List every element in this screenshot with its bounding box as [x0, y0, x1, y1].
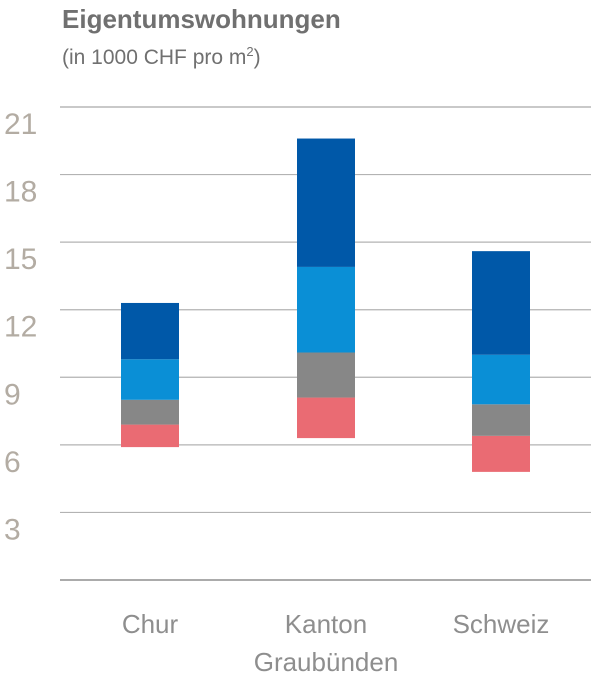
bar-segment: [472, 404, 530, 436]
bar-segment: [472, 354, 530, 405]
y-tick-label: 9: [4, 378, 21, 411]
bar-segment: [297, 352, 355, 398]
bar-segment: [121, 424, 179, 448]
y-tick-label: 21: [4, 108, 37, 141]
chart-subtitle: (in 1000 CHF pro m2): [62, 44, 261, 70]
bar-segment: [297, 266, 355, 353]
y-tick-label: 12: [4, 311, 37, 344]
y-tick-label: 18: [4, 176, 37, 209]
y-tick-label: 6: [4, 446, 21, 479]
bar-segment: [472, 251, 530, 355]
bar-segment: [297, 138, 355, 267]
bar-segment: [121, 359, 179, 400]
subtitle-superscript: 2: [246, 44, 254, 59]
x-category-label: Kanton: [285, 609, 367, 639]
subtitle-close: ): [253, 46, 261, 69]
x-category-label: Graubünden: [254, 647, 399, 677]
bar-segment: [121, 399, 179, 425]
subtitle-text: (in 1000 CHF pro m: [62, 46, 247, 69]
y-tick-label: 15: [4, 243, 37, 276]
x-category-label: Chur: [122, 609, 179, 639]
bar-segment: [472, 435, 530, 472]
x-category-label: Schweiz: [453, 609, 550, 639]
bar-segment: [297, 397, 355, 439]
bar-segment: [121, 302, 179, 360]
chart-title: Eigentumswohnungen: [62, 4, 341, 34]
y-tick-label: 3: [4, 513, 21, 546]
